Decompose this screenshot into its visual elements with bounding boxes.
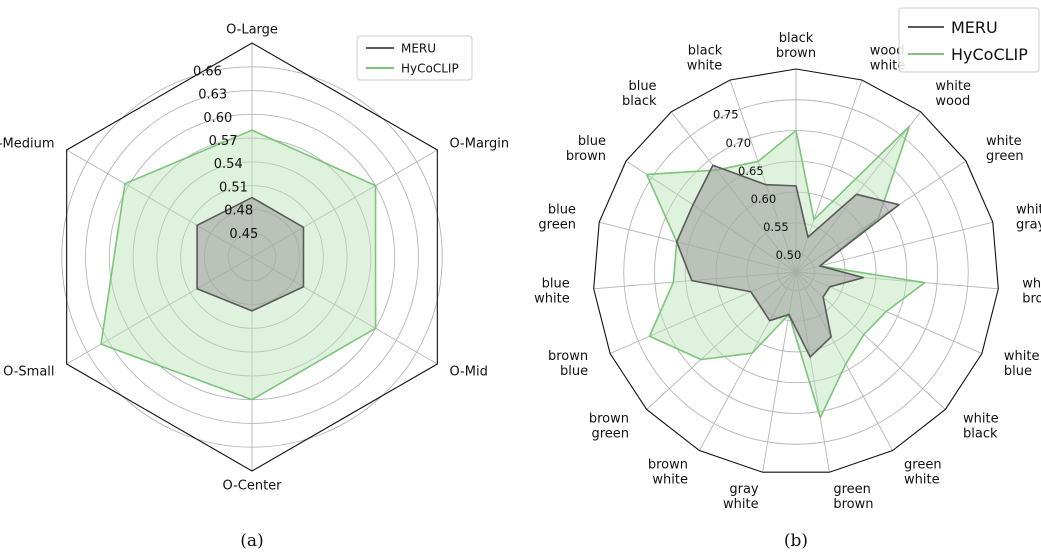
- radar-chart-a: 0.45 0.48 0.51 0.54 0.57 0.60 0.63 0.66 O-Large O…: [0, 23, 509, 552]
- radar-chart-b: 0.50 0.55 0.60 0.65 0.70 0.75 black brown wood wh…: [534, 7, 1041, 551]
- axis-category-label: white blue: [1004, 349, 1040, 379]
- radar-frame: [66, 42, 438, 472]
- radial-tick-label: 0.54: [214, 157, 243, 172]
- axis-category-label: black white: [687, 43, 723, 73]
- axis-category-label: green white: [904, 458, 942, 488]
- axis-category-label: white wood: [935, 79, 971, 109]
- legend-label: MERU: [951, 18, 998, 37]
- legend-label: HyCoCLIP: [951, 45, 1028, 64]
- radial-tick-label: 0.60: [203, 111, 232, 126]
- legend-box: [898, 7, 1040, 73]
- axis-category-label: black brown: [776, 31, 816, 61]
- radial-tick-label: 0.55: [763, 220, 789, 234]
- caption: (a): [240, 531, 263, 551]
- legend-label: MERU: [401, 42, 436, 56]
- radial-tick-label: 0.70: [726, 136, 752, 150]
- radar-frame: [593, 68, 999, 473]
- axis-category-label: O-Large: [226, 23, 278, 38]
- radial-tick-label: 0.48: [224, 204, 253, 219]
- axis-category-label: white green: [986, 134, 1024, 164]
- caption: (b): [784, 531, 808, 551]
- legend: MERU HyCoCLIP: [356, 35, 473, 81]
- axis-category-label: O-Center: [222, 479, 282, 494]
- radial-tick-label: 0.45: [229, 227, 258, 242]
- radial-tick-label: 0.63: [198, 88, 227, 103]
- axis-category-label: blue white: [534, 277, 570, 307]
- radial-tick-label: 0.65: [738, 164, 764, 178]
- axis-category-label: gray white: [723, 482, 759, 512]
- axis-category-label: O-Small: [3, 365, 54, 380]
- axis-category-label: O-Mid: [449, 365, 487, 380]
- legend-label: HyCoCLIP: [401, 62, 459, 76]
- radial-tick-label: 0.57: [209, 134, 238, 149]
- axis-category-label: brown green: [589, 412, 629, 442]
- radial-tick-label: 0.66: [193, 64, 222, 79]
- axis-category-label: wood white: [870, 43, 906, 73]
- axis-category-label: blue green: [538, 202, 576, 232]
- meru-series-area: [675, 164, 900, 358]
- axis-category-label: brown white: [648, 458, 688, 488]
- radial-tick-label: 0.50: [776, 248, 802, 262]
- axis-category-label: green brown: [833, 482, 873, 512]
- axis-category-label: brown blue: [548, 349, 588, 379]
- legend: MERU HyCoCLIP: [898, 7, 1040, 73]
- radial-tick-label: 0.75: [713, 108, 739, 122]
- axis-category-label: blue brown: [566, 134, 606, 164]
- grid-spoke: [795, 221, 993, 273]
- axis-category-label: white black: [963, 412, 999, 442]
- axis-category-label: blue black: [622, 79, 657, 109]
- axis-category-label: O-Margin: [449, 137, 509, 152]
- axis-category-label: O-Medium: [0, 137, 55, 152]
- radial-tick-label: 0.51: [219, 180, 248, 195]
- radial-tick-label: 0.60: [751, 192, 777, 206]
- axis-category-label: whitegray: [1016, 202, 1041, 232]
